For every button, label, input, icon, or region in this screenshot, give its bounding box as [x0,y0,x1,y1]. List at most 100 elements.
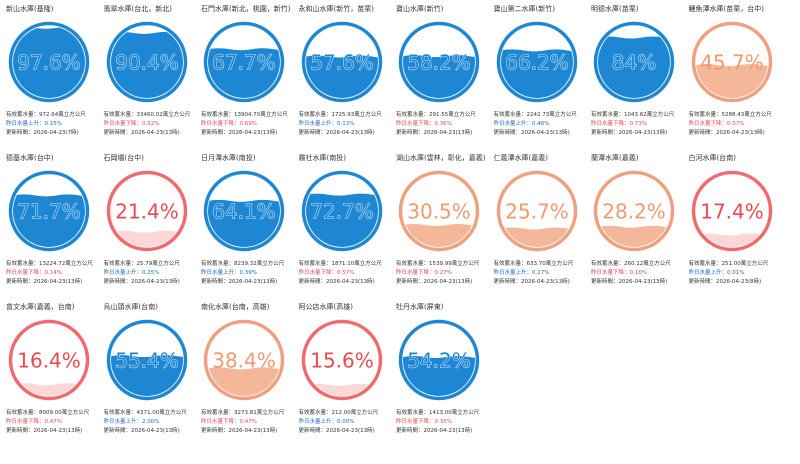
percent-label: 30.5% [407,200,471,224]
capacity-text: 有效蓄水量：1043.62萬立方公尺 [591,112,675,118]
gauge-ring [8,319,90,401]
capacity-text: 有效蓄水量：1413.00萬立方公尺 [396,410,480,416]
gauge-svg: 97.6% [8,21,90,103]
gauge-svg: 17.4% [691,170,772,252]
water-level-gauge: 16.4% [6,317,92,403]
reservoir-name: 仁義潭水庫(嘉義) [493,154,548,162]
percent-label: 71.7% [17,200,81,224]
reservoir-name: 石門水庫(新北，桃園，新竹) [201,5,291,13]
percent-label: 64.1% [212,200,276,224]
water-fill [208,48,280,98]
daily-change-text: 昨日水量上升：2.00% [103,419,160,425]
percent-label: 25.7% [505,200,569,224]
percent-label: 45.7% [700,51,764,75]
reservoir-name: 蘭潭水庫(嘉義) [591,154,639,162]
gauge-svg: 25.7% [496,170,577,252]
daily-change-text: 昨日水量下降：0.27% [396,270,452,276]
reservoir-name: 鯉魚潭水庫(苗栗，台中) [688,5,764,13]
daily-change-text: 昨日水量下降：0.16% [591,270,647,276]
updated-time-text: 更新時間：2026-04-23(13時) [103,279,180,285]
capacity-text: 有效蓄水量：1871.10萬立方公尺 [298,261,382,267]
daily-change-text: 昨日水量下降：0.69% [201,121,257,127]
percent-label: 15.6% [310,349,374,373]
updated-time-text: 更新時間：2026-04-23(13時) [6,428,83,434]
gauge-svg: 21.4% [106,170,187,252]
reservoir-name: 永和山水庫(新竹，苗栗) [298,5,374,13]
reservoir-name: 寶山第二水庫(新竹) [493,5,555,13]
capacity-text: 有效蓄水量：1539.99萬立方公尺 [396,261,480,267]
water-fill [208,199,280,247]
water-level-gauge: 71.7% [6,168,92,254]
water-fill [598,225,670,247]
updated-time-text: 更新時間：2026-04-23(13時) [396,279,473,285]
reservoir-name: 白河水庫(台南) [688,154,736,162]
capacity-text: 有效蓄水量：260.12萬立方公尺 [591,261,671,267]
gauge-svg: 15.6% [301,319,382,401]
water-level-gauge: 67.7% [201,19,287,105]
percent-label: 38.4% [212,349,276,373]
percent-label: 28.2% [602,200,666,224]
percent-label: 66.2% [505,51,569,75]
water-level-gauge: 66.2% [494,19,580,105]
percent-label: 90.4% [115,51,179,75]
daily-change-text: 昨日水量上升：0.25% [103,270,160,276]
water-level-gauge: 57.6% [299,19,385,105]
water-level-gauge: 64.1% [201,168,287,254]
water-level-gauge: 97.6% [6,19,92,105]
daily-change-text: 昨日水量下降：0.47% [6,419,62,425]
gauge-svg: 55.4% [106,319,187,401]
reservoir-name: 日月潭水庫(南投) [201,154,256,162]
gauge-svg: 84% [593,21,675,103]
water-fill [403,355,475,396]
water-fill [695,233,768,247]
daily-change-text: 昨日水量下降：0.14% [6,270,62,276]
water-fill [403,55,475,98]
water-level-gauge: 72.7% [299,168,385,254]
updated-time-text: 更新時間：2026-04-23(13時) [103,130,180,136]
capacity-text: 有效蓄水量：212.00萬立方公尺 [298,410,379,416]
capacity-text: 有效蓄水量：25.79萬立方公尺 [103,261,180,267]
updated-time-text: 更新時間：2026-04-23(13時) [493,279,570,285]
reservoir-name: 南化水庫(台南，高雄) [201,303,270,311]
water-level-gauge: 30.5% [396,168,482,254]
daily-change-text: 昨日水量上升：0.01% [688,270,745,276]
daily-change-text: 昨日水量下降：0.57% [298,270,355,276]
water-fill [305,193,378,247]
daily-change-text: 昨日水量下降：0.47% [201,419,257,425]
daily-change-text: 昨日水量上升：0.15% [6,121,62,127]
water-level-gauge: 45.7% [689,19,775,105]
gauge-svg: 58.2% [398,21,480,103]
reservoir-name: 阿公店水庫(高雄) [298,303,353,311]
capacity-text: 有效蓄水量：5288.43萬立方公尺 [688,112,772,118]
capacity-text: 有效蓄水量：2242.73萬立方公尺 [493,112,577,118]
gauge-svg: 28.2% [593,170,675,252]
water-fill [13,194,85,247]
capacity-text: 有效蓄水量：13224.72萬立方公尺 [6,261,93,267]
percent-label: 16.4% [17,349,81,373]
gauge-svg: 72.7% [301,170,382,252]
daily-change-text: 昨日水量下降：0.73% [591,121,647,127]
water-level-gauge: 90.4% [104,19,190,105]
gauge-svg: 71.7% [8,170,90,252]
water-fill [500,49,573,98]
updated-time-text: 更新時間：2026-04-23(13時) [201,279,278,285]
reservoir-name: 石岡壩(台中) [103,154,144,162]
water-fill [305,55,378,98]
reservoir-name: 烏山頭水庫(台南) [103,303,158,311]
water-level-gauge: 15.6% [299,317,385,403]
reservoir-name: 明德水庫(苗栗) [591,5,639,13]
reservoir-name: 翡翠水庫(台北，新北) [103,5,172,13]
gauge-svg: 54.2% [398,319,480,401]
reservoir-name: 新山水庫(基隆) [6,5,54,13]
gauge-svg: 67.7% [203,21,285,103]
water-fill [305,383,378,396]
reservoir-name: 德基水庫(台中) [6,154,54,162]
daily-change-text: 昨日水量上升：0.17% [493,270,550,276]
reservoir-name: 寶山水庫(新竹) [396,5,444,13]
percent-label: 58.2% [407,51,471,75]
gauge-svg: 45.7% [691,21,772,103]
water-fill [403,224,475,247]
updated-time-text: 更新時間：2026-04-23(13時) [103,428,180,434]
percent-label: 57.6% [310,51,374,75]
